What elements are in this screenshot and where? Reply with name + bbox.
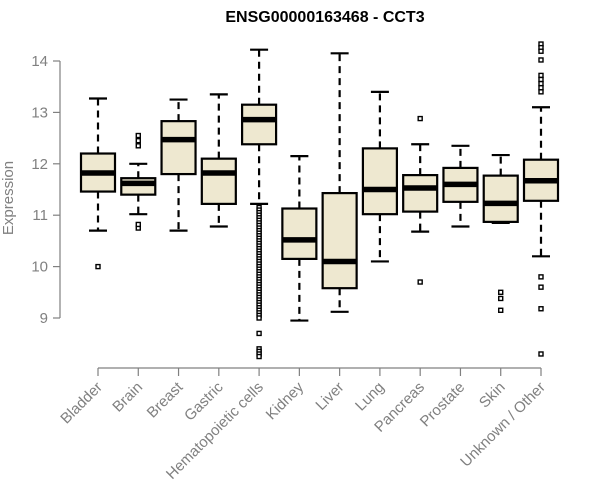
outlier-point [417,115,423,122]
x-tick-label: Prostate [417,379,469,431]
y-tick-label: 10 [31,259,48,276]
box-group [281,154,318,322]
box-group [321,52,358,313]
box-iqr [160,120,197,176]
outlier-point [498,289,504,295]
outlier-point [538,57,544,63]
x-tick-label: Lung [352,379,388,415]
box-iqr [240,103,278,146]
box-iqr [361,147,399,216]
outlier-point [538,48,544,54]
box-iqr [281,207,318,260]
outlier-point [538,76,544,83]
box-group [79,97,117,270]
chart-title: ENSG00000163468 - CCT3 [225,9,424,26]
y-axis-title: Expression [0,161,17,235]
boxes [79,41,560,360]
x-tick-label: Bladder [57,379,106,428]
x-tick-label: Kidney [263,378,308,423]
outlier-point [538,351,544,357]
x-tick-label: Breast [144,378,187,421]
outlier-point [135,221,141,228]
box-iqr [200,157,237,205]
y-tick-label: 14 [31,53,48,70]
outlier-point [538,306,544,312]
outlier-point [538,80,544,87]
outlier-point [417,279,423,285]
box-group [240,48,278,360]
box-group [442,144,479,228]
box-group [482,153,519,313]
x-tick-label: Liver [312,379,347,414]
outlier-point [256,330,262,337]
outlier-point [538,89,544,95]
outlier-point [135,137,141,144]
outlier-point [256,315,262,321]
box-iqr [402,174,439,213]
outlier-point [538,284,544,290]
y-tick-label: 13 [31,104,48,121]
box-group [402,115,439,285]
box-group [200,93,237,228]
box-group [120,132,157,231]
outlier-point [256,353,262,360]
box-group [160,98,197,232]
y-tick-label: 12 [31,156,48,173]
outlier-point [135,143,141,149]
y-tick-label: 11 [32,207,48,224]
outlier-point [498,307,504,313]
outlier-point [538,274,544,280]
y-axis: 9 10 11 12 13 14 [31,53,61,327]
outlier-point [538,72,544,79]
outlier-point [95,263,101,270]
x-tick-label: Brain [109,379,146,416]
box-iqr [321,191,358,290]
outlier-point [498,295,504,302]
outlier-point [135,132,141,139]
outlier-point [538,85,544,91]
box-iqr [482,174,519,223]
y-tick-label: 9 [40,310,48,327]
box-group [361,90,399,263]
x-tick-label: Skin [476,379,509,412]
box-group [522,41,560,357]
